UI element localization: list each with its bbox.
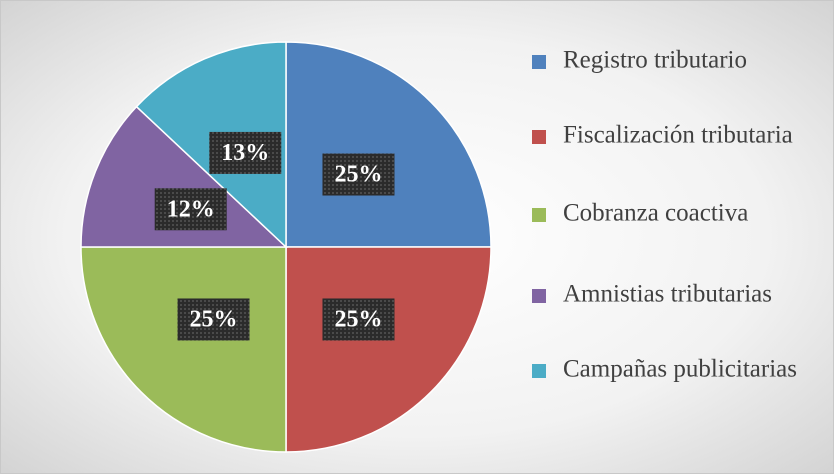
legend-label: Fiscalización tributaria bbox=[563, 122, 793, 149]
data-label-box bbox=[154, 188, 227, 231]
legend-swatch bbox=[532, 289, 546, 303]
data-label: 13% bbox=[221, 140, 269, 166]
data-label-box bbox=[209, 131, 282, 174]
legend-label: Registro tributario bbox=[563, 47, 747, 74]
legend-label: Campañas publicitarias bbox=[563, 356, 797, 383]
data-label: 12% bbox=[167, 196, 215, 222]
legend-swatch bbox=[532, 364, 546, 378]
data-label: 25% bbox=[334, 162, 382, 188]
data-label-box bbox=[177, 298, 250, 341]
pie-slice bbox=[80, 246, 287, 453]
data-label-box bbox=[322, 298, 395, 341]
pie-slice bbox=[80, 105, 288, 248]
pie bbox=[80, 41, 492, 453]
data-label-box bbox=[322, 153, 395, 196]
data-label: 25% bbox=[334, 306, 382, 332]
legend-swatch bbox=[532, 208, 546, 222]
legend-label: Cobranza coactiva bbox=[563, 200, 748, 227]
data-label: 25% bbox=[190, 306, 238, 332]
legend-label: Amnistias tributarias bbox=[563, 281, 772, 308]
legend: Registro tributario Fiscalización tributa… bbox=[532, 47, 797, 383]
data-labels: 25% 25% 25% 12% 13% bbox=[154, 131, 395, 341]
legend-swatch bbox=[532, 55, 546, 69]
pie-slice bbox=[285, 246, 492, 453]
pie-slice bbox=[285, 41, 492, 248]
legend-swatch bbox=[532, 130, 546, 144]
